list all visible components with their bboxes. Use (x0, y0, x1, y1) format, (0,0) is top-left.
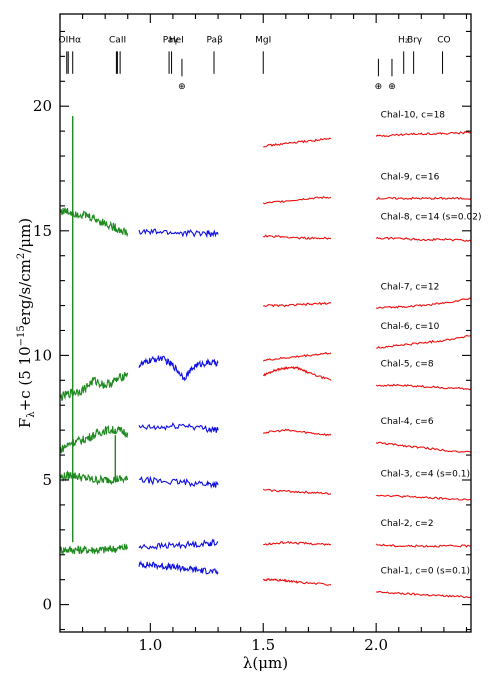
spectrum-segment (262, 578, 332, 586)
x-tick-label: 2.0 (364, 636, 388, 654)
spectrum-segment (59, 543, 129, 556)
y-axis-title: Fλ+c (5 10−15erg/s/cm2/μm) (16, 218, 37, 428)
y-tick-label: 0 (42, 596, 52, 614)
x-tick-label: 1.0 (138, 636, 162, 654)
plot-area (59, 116, 472, 599)
spectral-line-label: HeI (169, 36, 184, 46)
spectrum-segment (262, 195, 332, 205)
series-label: Chal-7, c=12 (381, 282, 440, 292)
spectrum-segment (138, 355, 219, 382)
spectrum-segment (138, 422, 219, 434)
series-label: Chal-10, c=18 (381, 110, 446, 120)
spectrum-segment (375, 543, 472, 548)
y-tick-label: 5 (42, 471, 52, 489)
y-tick-label: 20 (33, 97, 52, 115)
spectrum-segment (263, 428, 332, 437)
series-label: Chal-3, c=4 (s=0.1) (381, 469, 470, 479)
series-label: Chal-9, c=16 (381, 173, 440, 183)
spectrum-segment (263, 540, 332, 546)
spectrum-segment (376, 334, 472, 349)
spectrum-segment (375, 441, 472, 454)
series-label: Chal-5, c=8 (381, 360, 434, 370)
spectral-line-label: Hα (68, 36, 81, 46)
series-label: Chal-2, c=2 (381, 519, 434, 529)
spectrum-segment (138, 560, 219, 575)
spectrum-segment (59, 372, 129, 401)
spectrum-segment (375, 297, 472, 310)
spectrum-segment (375, 236, 472, 243)
spectrum-segment (375, 590, 472, 599)
spectral-line-label: OI (59, 36, 69, 46)
spectrum-segment (138, 475, 219, 489)
spectral-line-label: MgI (255, 36, 271, 46)
axis-ticks: 1.0 1.5 2.0 0 5 10 15 20 (33, 14, 471, 654)
spectral-line-label: H₂ (398, 36, 409, 46)
series-label: Chal-6, c=10 (381, 322, 440, 332)
y-tick-label: 10 (33, 346, 52, 364)
spectrum-segment (376, 494, 472, 501)
spectrum-segment (59, 424, 129, 454)
x-axis-title: λ(μm) (243, 654, 288, 672)
series-label: Chal-8, c=14 (s=0.02) (381, 213, 482, 223)
spectrum-segment (263, 137, 332, 148)
telluric-symbol: ⊕ (388, 82, 396, 92)
spectrum-segment (263, 365, 332, 381)
spectrum-segment (375, 131, 472, 138)
series-labels: Chal-1, c=0 (s=0.1) Chal-2, c=2 Chal-3, c=… (381, 110, 482, 576)
spectrum-segment (262, 488, 332, 495)
x-tick-label: 1.5 (251, 636, 275, 654)
spectrum-segment (59, 470, 129, 486)
spectral-line-label: CaII (109, 36, 126, 46)
spectrum-segment (263, 234, 332, 240)
telluric-symbol: ⊕ (375, 82, 383, 92)
spectrum-segment (138, 228, 219, 239)
spectrum-segment (262, 352, 332, 362)
series-label: Chal-4, c=6 (381, 417, 434, 427)
spectrum-segment (376, 196, 472, 201)
spectral-line-label: Brγ (407, 36, 423, 46)
spectrum-segment (263, 301, 332, 308)
y-tick-label: 15 (33, 222, 52, 240)
spectral-line-label: Paβ (207, 36, 224, 46)
spectral-line-label: CO (437, 36, 450, 46)
telluric-symbol: ⊕ (178, 82, 186, 92)
spectrum-segment (138, 538, 219, 551)
spectrum-segment (59, 207, 129, 238)
spectral-line-label: Paγ (163, 36, 180, 46)
plot-frame (59, 13, 472, 633)
series-label: Chal-1, c=0 (s=0.1) (381, 566, 470, 576)
spectrum-segment (375, 383, 472, 391)
y-axis-title-text: Fλ+c (5 10−15erg/s/cm2/μm) (16, 218, 37, 428)
